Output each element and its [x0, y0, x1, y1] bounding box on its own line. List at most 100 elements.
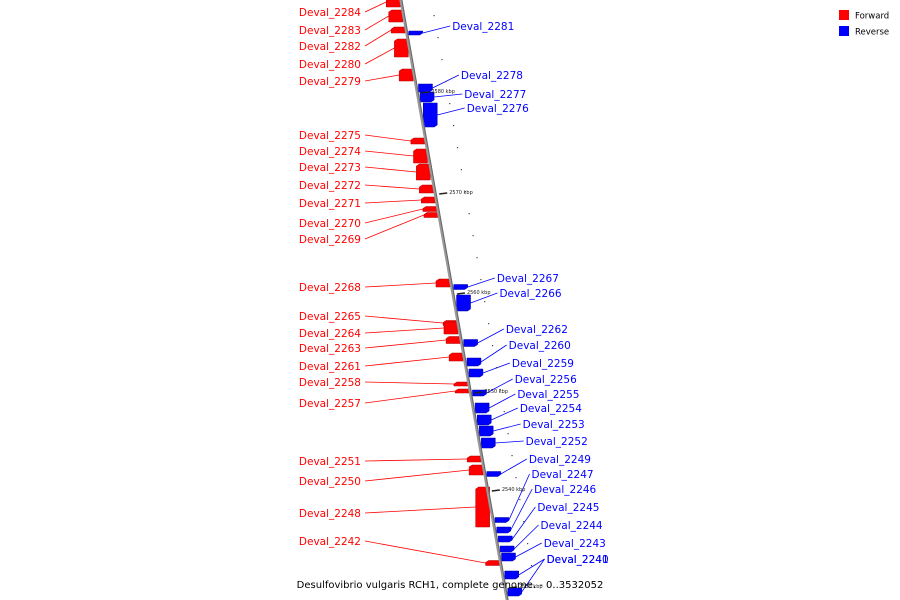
- reverse-gene-label: Deval_2243: [544, 538, 606, 550]
- forward-leader-line: [364, 390, 456, 404]
- reverse-leader-line: [493, 423, 521, 432]
- forward-gene-label: Deval_2250: [299, 476, 361, 488]
- forward-gene-block: [421, 196, 436, 204]
- reverse-leader-line: [486, 378, 513, 394]
- reverse-leader-line: [480, 344, 507, 363]
- forward-leader-line: [364, 315, 444, 324]
- legend: Forward Reverse: [839, 10, 889, 38]
- reverse-gene-block: [494, 517, 510, 523]
- reverse-gene-block: [466, 357, 482, 367]
- reverse-gene-block: [504, 570, 519, 580]
- forward-gene-label: Deval_2261: [299, 361, 361, 373]
- forward-gene-block: [413, 148, 428, 164]
- forward-gene-block: [453, 381, 469, 387]
- map-dot: [453, 125, 455, 127]
- reverse-leader-line: [477, 328, 505, 344]
- gene-labels: Deval_2284 Deval_2283 Deval_2282 Deval_2280…: [299, 7, 609, 566]
- scale-tick-label: 2540 kbp: [502, 487, 526, 493]
- reverse-gene-block: [463, 339, 478, 347]
- map-dot: [460, 169, 463, 171]
- forward-gene-label: Deval_2269: [299, 234, 361, 246]
- reverse-gene-block: [499, 545, 515, 553]
- forward-leader-line: [364, 506, 476, 514]
- scale-tick-mark: [421, 91, 430, 94]
- map-dot: [480, 279, 482, 281]
- forward-leader-line: [364, 381, 454, 385]
- map-dot: [433, 15, 435, 17]
- forward-gene-block: [454, 388, 470, 394]
- forward-leader-line: [364, 47, 395, 65]
- forward-leader-line: [364, 74, 400, 82]
- forward-leader-line: [364, 540, 486, 564]
- reverse-gene-label: Deval_2245: [537, 502, 599, 514]
- reverse-gene-block: [453, 284, 468, 290]
- map-dot: [507, 433, 509, 435]
- reverse-leader-line: [495, 440, 524, 444]
- reverse-gene-label: Deval_2252: [526, 436, 588, 448]
- forward-leader-line: [364, 199, 422, 204]
- reverse-gene-block: [507, 587, 522, 597]
- reverse-leader-line: [521, 558, 545, 593]
- forward-gene-block: [388, 9, 403, 23]
- forward-gene-label: Deval_2272: [299, 180, 361, 192]
- scale-tick-label: 2560 kbp: [467, 290, 491, 296]
- reverse-gene-label: Deval_2255: [517, 389, 579, 401]
- forward-gene-label: Deval_2257: [299, 398, 361, 410]
- reverse-gene-label: Deval_2253: [523, 419, 585, 431]
- scale-tick-mark: [456, 292, 466, 295]
- reverse-gene-block: [422, 102, 438, 128]
- map-dot: [441, 59, 443, 61]
- leader-lines: [364, 1, 545, 593]
- legend-reverse-label: Reverse: [855, 28, 889, 38]
- forward-gene-block: [390, 26, 406, 34]
- reverse-gene-block: [456, 294, 471, 312]
- forward-gene-block: [416, 163, 431, 181]
- map-dot: [527, 543, 529, 545]
- reverse-gene-label: Deval_2241: [547, 554, 609, 566]
- reverse-gene-block: [468, 368, 484, 378]
- reverse-gene-block: [418, 83, 433, 93]
- map-dot: [449, 103, 451, 105]
- forward-leader-line: [364, 356, 450, 367]
- reverse-gene-label: Deval_2277: [464, 89, 526, 101]
- forward-gene-label: Deval_2284: [299, 7, 361, 19]
- forward-gene-label: Deval_2265: [299, 311, 361, 323]
- reverse-gene-label: Deval_2247: [532, 469, 594, 481]
- reverse-leader-line: [511, 506, 536, 540]
- scale-tick-mark: [474, 391, 483, 394]
- reverse-leader-line: [434, 93, 463, 98]
- map-dot: [495, 367, 498, 369]
- reverse-leader-line: [508, 473, 530, 521]
- scale-tick-label: 2570 kbp: [449, 190, 473, 196]
- reverse-gene-block: [474, 402, 490, 414]
- map-dot: [530, 565, 533, 567]
- reverse-leader-line: [488, 393, 516, 409]
- reverse-leader-line: [518, 558, 545, 576]
- reverse-gene-block: [478, 425, 494, 437]
- reverse-leader-line: [510, 488, 533, 531]
- reverse-leader-line: [470, 292, 498, 304]
- reverse-gene-label: Deval_2249: [529, 454, 591, 466]
- forward-leader-line: [364, 184, 420, 190]
- scale-tick-mark: [491, 489, 500, 492]
- map-caption: Desulfovibrio vulgaris RCH1, complete ge…: [297, 580, 604, 591]
- forward-leader-line: [364, 214, 425, 240]
- map-dot: [515, 477, 517, 479]
- reverse-gene-block: [501, 552, 516, 562]
- forward-leader-line: [364, 327, 444, 334]
- forward-leader-line: [364, 1, 387, 13]
- reverse-gene-label: Deval_2278: [461, 70, 523, 82]
- genome-axis-shadow: [401, 0, 509, 600]
- reverse-gene-label: Deval_2259: [512, 358, 574, 370]
- forward-gene-label: Deval_2268: [299, 282, 361, 294]
- map-dot: [484, 301, 486, 303]
- map-dot: [519, 499, 521, 501]
- forward-gene-label: Deval_2242: [299, 536, 361, 548]
- forward-gene-label: Deval_2274: [299, 146, 361, 158]
- map-dot: [511, 455, 513, 457]
- forward-gene-label: Deval_2258: [299, 377, 361, 389]
- reverse-gene-label: Deval_2267: [497, 273, 559, 285]
- reverse-gene-block: [498, 535, 513, 543]
- reverse-gene-label: Deval_2256: [515, 374, 577, 386]
